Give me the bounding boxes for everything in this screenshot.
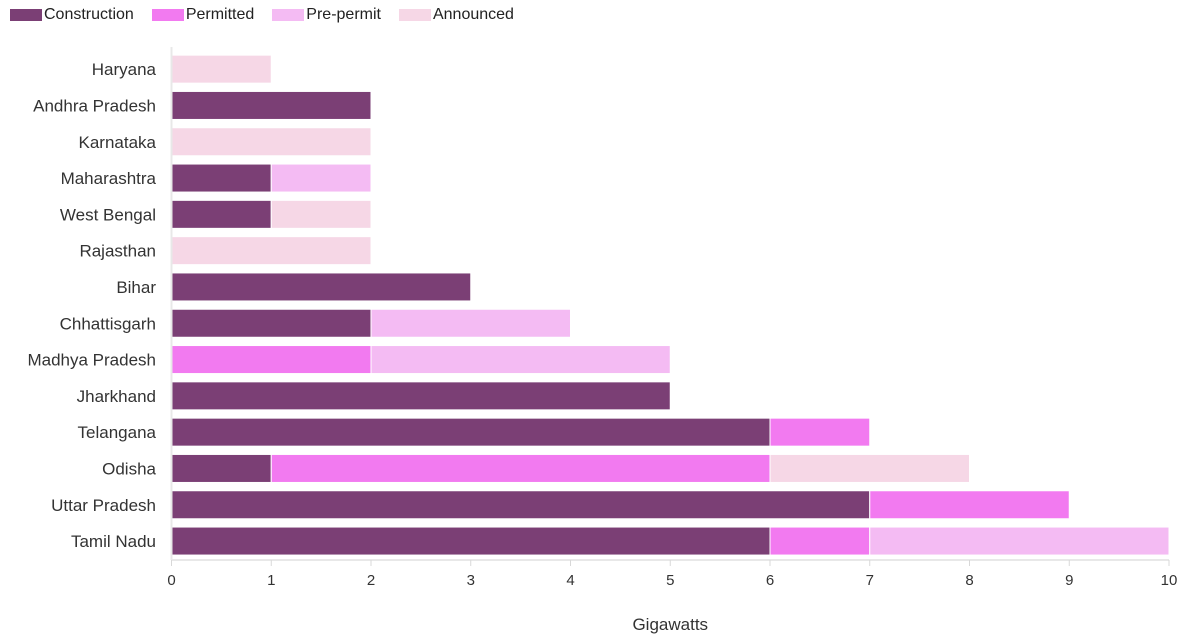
y-tick-label-karnataka: Karnataka — [79, 133, 157, 152]
bar-karnataka-announced[interactable] — [171, 127, 372, 157]
y-tick-label-odisha: Odisha — [102, 459, 156, 478]
bar-odisha-construction[interactable] — [171, 453, 272, 483]
legend-item-permitted[interactable]: Permitted — [151, 6, 255, 24]
x-tick-label-7: 7 — [866, 572, 874, 589]
bar-maharashtra-construction[interactable] — [171, 163, 272, 193]
bar-bihar-construction[interactable] — [171, 272, 472, 302]
y-tick-label-bihar: Bihar — [116, 278, 156, 297]
y-tick-label-jharkhand: Jharkhand — [77, 387, 156, 406]
bar-madhya-pradesh-pre-permit[interactable] — [370, 345, 671, 375]
x-axis-title: Gigawatts — [632, 615, 708, 634]
bar-madhya-pradesh-permitted[interactable] — [171, 345, 372, 375]
y-tick-label-maharashtra: Maharashtra — [61, 169, 157, 188]
bar-chhattisgarh-pre-permit[interactable] — [370, 308, 571, 338]
y-axis: Haryana Andhra Pradesh Karnataka Maharashtr… — [27, 47, 173, 560]
bar-andhra-pradesh-construction[interactable] — [171, 90, 372, 120]
y-tick-label-madhya-pradesh: Madhya Pradesh — [27, 351, 156, 370]
legend-swatch-permitted — [151, 9, 184, 21]
x-tick-label-6: 6 — [766, 572, 774, 589]
bar-telangana-construction[interactable] — [171, 417, 771, 447]
y-tick-label-andhra-pradesh: Andhra Pradesh — [33, 96, 156, 115]
x-tick-label-8: 8 — [965, 572, 973, 589]
x-tick-label-5: 5 — [666, 572, 674, 589]
bar-tamil-nadu-permitted[interactable] — [769, 526, 871, 556]
y-tick-label-west-bengal: West Bengal — [60, 205, 156, 224]
x-tick-label-10: 10 — [1161, 572, 1178, 589]
bar-west-bengal-construction[interactable] — [171, 199, 272, 229]
bar-rajasthan-announced[interactable] — [171, 236, 372, 266]
legend-swatch-pre-permit — [272, 9, 305, 21]
bars-layer — [171, 54, 1170, 556]
bar-odisha-announced[interactable] — [769, 453, 970, 483]
legend-item-construction[interactable]: Construction — [10, 6, 134, 24]
x-tick-label-9: 9 — [1065, 572, 1073, 589]
legend-item-pre-permit[interactable]: Pre-permit — [272, 6, 381, 24]
y-tick-label-haryana: Haryana — [92, 60, 157, 79]
bar-uttar-pradesh-permitted[interactable] — [869, 490, 1070, 520]
legend-label-pre-permit: Pre-permit — [306, 6, 381, 23]
legend-label-permitted: Permitted — [185, 6, 255, 23]
bar-tamil-nadu-construction[interactable] — [171, 526, 771, 556]
bar-uttar-pradesh-construction[interactable] — [171, 490, 871, 520]
x-tick-label-4: 4 — [566, 572, 574, 589]
y-tick-label-telangana: Telangana — [78, 423, 157, 442]
y-tick-label-chhattisgarh: Chhattisgarh — [60, 314, 156, 333]
y-tick-label-uttar-pradesh: Uttar Pradesh — [51, 496, 156, 515]
legend-swatch-construction — [10, 9, 42, 21]
bar-telangana-permitted[interactable] — [769, 417, 871, 447]
bar-maharashtra-pre-permit[interactable] — [270, 163, 372, 193]
legend-label-construction: Construction — [44, 6, 134, 23]
legend-swatch-announced — [398, 9, 431, 21]
bar-chhattisgarh-construction[interactable] — [171, 308, 372, 338]
bar-jharkhand-construction[interactable] — [171, 381, 671, 411]
y-tick-label-tamil-nadu: Tamil Nadu — [71, 532, 156, 551]
bar-odisha-permitted[interactable] — [270, 453, 771, 483]
x-tick-label-2: 2 — [367, 572, 375, 589]
legend-item-announced[interactable]: Announced — [398, 6, 514, 24]
bar-tamil-nadu-pre-permit[interactable] — [869, 526, 1170, 556]
x-tick-label-3: 3 — [467, 572, 475, 589]
x-tick-label-1: 1 — [267, 572, 275, 589]
legend-label-announced: Announced — [432, 6, 514, 23]
y-tick-label-rajasthan: Rajasthan — [79, 242, 156, 261]
bar-haryana-announced[interactable] — [171, 54, 272, 84]
chart-legend: Construction Permitted Pre-permit Announ… — [10, 4, 532, 26]
bar-west-bengal-announced[interactable] — [270, 199, 372, 229]
x-axis: 0 1 2 3 4 5 6 7 8 9 10 — [167, 559, 1178, 589]
x-tick-label-0: 0 — [167, 572, 175, 589]
